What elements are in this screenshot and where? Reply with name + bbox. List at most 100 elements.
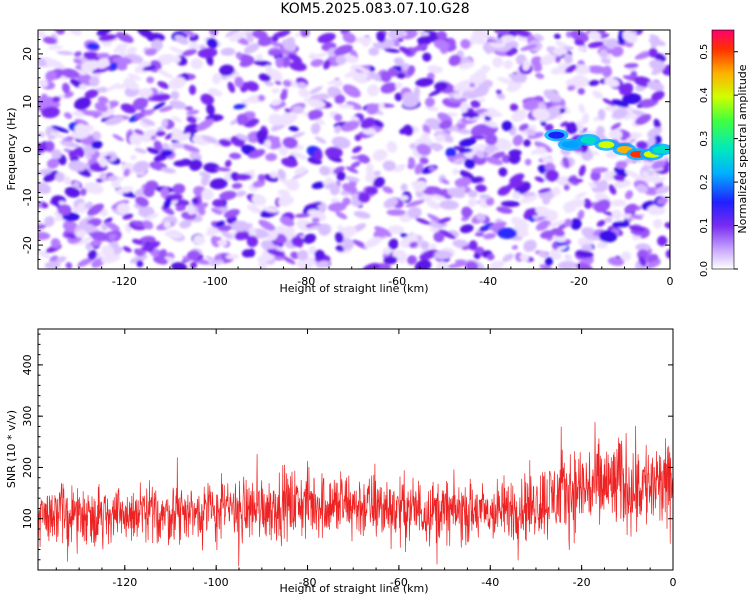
heatmap-cell [574,39,585,47]
heatmap-x-tick-label: -120 [112,275,137,288]
heatmap-cell [209,178,228,190]
snr-frame [37,328,674,571]
heatmap-cell [596,125,605,136]
heatmap-cell [511,191,521,200]
heatmap-cell [308,109,323,120]
heatmap-cell [51,125,70,133]
heatmap-cell [496,76,516,85]
heatmap-cell [365,70,384,82]
heatmap-cell [98,157,108,168]
heatmap-cell [215,253,222,260]
heatmap-cell [225,254,240,260]
heatmap-cell [439,199,459,210]
heatmap-cell [453,157,466,164]
heatmap-cell [341,120,360,132]
heatmap-cell [200,93,215,106]
heatmap-cell [475,213,486,222]
heatmap-cell [464,158,476,169]
heatmap-cell [191,197,199,205]
heatmap-cell [247,204,262,214]
heatmap-cell [312,52,329,59]
heatmap-cell [153,140,163,151]
heatmap-cell [378,102,385,110]
heatmap-cell [509,103,519,112]
heatmap-cell [146,76,155,84]
heatmap-cell [334,94,346,105]
heatmap-cell [205,255,218,264]
heatmap-cell [231,182,243,189]
heatmap-cell [475,184,487,193]
heatmap-cell [333,113,343,122]
heatmap-cell [94,102,108,113]
heatmap-cell [120,103,136,114]
heatmap-cell [91,140,103,150]
heatmap-cell [307,209,327,222]
heatmap-cell [215,167,231,172]
heatmap-cell [489,42,504,48]
heatmap-cell [608,184,617,195]
heatmap-cell [101,254,121,264]
heatmap-cell [382,247,393,255]
heatmap-cell [38,231,51,241]
heatmap-cell [467,190,478,198]
heatmap-cell [172,55,181,64]
heatmap-cell [610,122,622,130]
heatmap-cell [235,133,250,141]
heatmap-cell [190,58,204,70]
snr-y-axis-label: SNR (10 * v/v) [5,410,18,488]
heatmap-cell [292,170,309,180]
heatmap-cell [578,103,586,114]
heatmap-cell [264,81,274,87]
heatmap-cell [470,124,489,136]
heatmap-cell [438,120,453,130]
heatmap-cell [519,195,538,204]
heatmap-cell [618,82,634,96]
heatmap-cell [630,214,643,220]
heatmap-cell [274,80,282,86]
heatmap-cell [74,97,91,110]
heatmap-cell [78,83,87,91]
heatmap-x-tick-label: 0 [667,275,674,288]
heatmap-cell [564,255,573,264]
heatmap-cell [269,229,279,241]
heatmap-cell [571,75,590,87]
heatmap-cell [330,198,340,204]
heatmap-cell [206,37,219,49]
heatmap-cell [488,112,495,118]
heatmap-cell [411,43,428,53]
heatmap-cell [615,160,628,169]
heatmap-cell [474,232,485,237]
heatmap-cell [45,70,57,82]
heatmap-cell [90,231,110,242]
heatmap-cell [388,225,404,235]
heatmap-cell [600,58,611,65]
heatmap-cell [268,142,282,150]
heatmap-cell [280,113,298,126]
heatmap-cell [65,262,73,269]
heatmap-cell [452,168,460,175]
signal-point-core [598,141,615,149]
heatmap-cell [503,60,513,69]
heatmap-cell [286,178,300,191]
heatmap-cell [382,160,396,172]
heatmap-cell [424,118,444,130]
heatmap-cell [433,39,450,50]
heatmap-cell [416,143,432,156]
heatmap-cell [248,149,266,159]
heatmap-cell [577,87,585,95]
heatmap-cell [453,79,471,92]
heatmap-cell [396,72,406,79]
heatmap-cell [109,241,119,250]
heatmap-cell [496,206,513,214]
heatmap-cell [368,47,380,56]
heatmap-cell [570,218,582,230]
signal-point-core [548,131,565,139]
heatmap-cell [290,251,300,260]
heatmap-cell [201,188,214,201]
heatmap-cell [108,62,119,71]
heatmap-cell [184,106,194,111]
heatmap-cell [427,65,443,74]
heatmap-cell [628,225,646,232]
heatmap-cell [335,55,347,65]
heatmap-cell [394,92,403,102]
